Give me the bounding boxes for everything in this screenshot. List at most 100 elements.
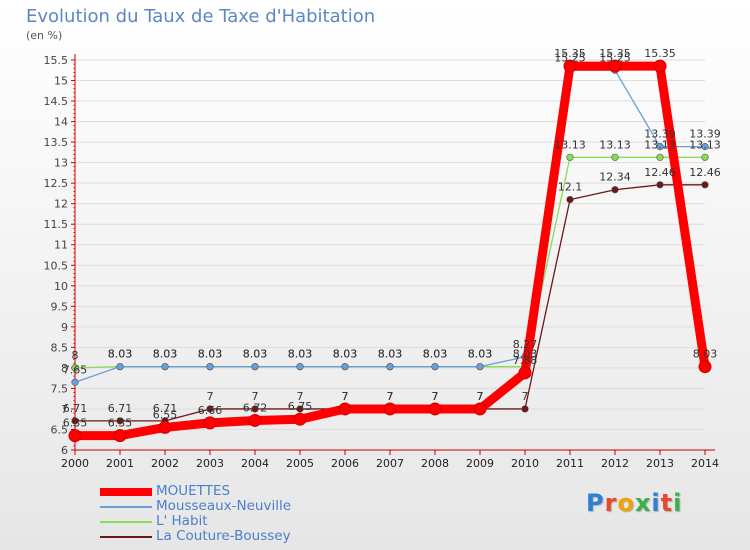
data-label: 12.34 — [599, 171, 631, 184]
x-tick-label: 2012 — [601, 457, 629, 470]
legend-label-mousseaux-neuville: Mousseaux-Neuville — [156, 498, 292, 514]
data-label: 6.71 — [153, 402, 178, 415]
data-label: 7 — [342, 390, 349, 403]
series-point — [71, 364, 79, 372]
data-label: 15.35 — [554, 47, 586, 60]
y-tick-label: 7.5 — [51, 382, 69, 395]
data-label: 8.03 — [378, 348, 403, 361]
data-label: 15.35 — [599, 47, 631, 60]
x-tick-label: 2009 — [466, 457, 494, 470]
logo-letter: r — [604, 489, 618, 517]
data-label: 15.35 — [644, 47, 676, 60]
data-label: 8 — [72, 349, 79, 362]
series-point — [386, 363, 394, 371]
series-point — [656, 181, 664, 189]
x-tick-label: 2011 — [556, 457, 584, 470]
y-tick-label: 15 — [54, 75, 68, 88]
logo-letter: x — [634, 489, 652, 517]
y-tick-label: 6 — [61, 444, 68, 457]
series-line-mousseaux-neuville — [74, 69, 706, 383]
data-label: 6.35 — [108, 417, 133, 430]
series-point — [248, 413, 262, 427]
x-tick-label: 2001 — [106, 457, 134, 470]
series-point — [206, 405, 214, 413]
data-label: 8.03 — [423, 348, 448, 361]
data-label: 13.13 — [554, 138, 586, 151]
legend-swatch-mouettes — [100, 488, 152, 496]
series-point — [476, 363, 484, 371]
y-axis-label: (en %) — [26, 29, 63, 42]
data-label: 8.03 — [198, 348, 223, 361]
data-label: 8.03 — [513, 348, 538, 361]
series-point — [563, 59, 577, 73]
logo-letter: i — [651, 489, 661, 517]
data-label: 12.46 — [644, 166, 676, 179]
x-tick-label: 2003 — [196, 457, 224, 470]
data-label: 6.66 — [198, 404, 223, 417]
series-point — [116, 363, 124, 371]
series-point — [701, 143, 709, 151]
data-label: 8.03 — [378, 348, 403, 361]
x-tick-label: 2005 — [286, 457, 314, 470]
y-tick-label: 7 — [61, 403, 68, 416]
legend-label-mouettes: MOUETTES — [156, 483, 231, 499]
data-label: 6.35 — [63, 417, 88, 430]
series-point — [296, 363, 304, 371]
data-label: 8.03 — [468, 348, 493, 361]
series-point — [341, 363, 349, 371]
y-tick-label: 14 — [54, 116, 68, 129]
series-point — [653, 59, 667, 73]
logo-letter: P — [586, 489, 605, 517]
series-point — [203, 416, 217, 430]
series-point — [293, 412, 307, 426]
series-point — [701, 181, 709, 189]
data-label: 7 — [387, 390, 394, 403]
data-label: 8.03 — [693, 348, 718, 361]
data-label: 13.13 — [644, 138, 676, 151]
series-point — [116, 417, 124, 425]
x-tick-label: 2007 — [376, 457, 404, 470]
series-point — [113, 429, 127, 443]
series-point — [383, 402, 397, 416]
data-label: 7 — [432, 390, 439, 403]
data-label: 15.25 — [599, 51, 631, 64]
data-label: 12.46 — [689, 166, 721, 179]
x-tick-label: 2000 — [61, 457, 89, 470]
data-label: 7.88 — [513, 354, 538, 367]
data-label: 15.25 — [554, 51, 586, 64]
data-label: 7 — [207, 390, 214, 403]
legend-swatch-mousseaux-neuville — [100, 506, 152, 508]
series-point — [206, 363, 214, 371]
proxiti-logo: Proxiti — [586, 489, 682, 517]
y-tick-label: 12.5 — [44, 177, 69, 190]
series-point — [251, 405, 259, 413]
x-tick-label: 2002 — [151, 457, 179, 470]
logo-letter: t — [660, 489, 674, 517]
data-label: 7 — [387, 390, 394, 403]
legend-swatch-l-habit — [100, 521, 152, 523]
data-label: 6.71 — [63, 402, 88, 415]
series-point — [656, 143, 664, 151]
data-label: 8.03 — [153, 348, 178, 361]
y-tick-label: 11.5 — [44, 218, 69, 231]
data-label: 8.03 — [288, 348, 313, 361]
logo-letter: o — [617, 489, 635, 517]
data-label: 8.03 — [198, 348, 223, 361]
legend-label-la-couture-boussey: La Couture-Boussey — [156, 528, 291, 544]
series-line-l-habit — [74, 156, 706, 369]
data-label: 7 — [432, 390, 439, 403]
data-label: 8.03 — [243, 348, 268, 361]
series-point — [251, 363, 259, 371]
data-label: 7 — [522, 390, 529, 403]
series-point — [608, 59, 622, 73]
series-point — [338, 402, 352, 416]
series-point — [68, 429, 82, 443]
series-point — [161, 363, 169, 371]
series-point — [518, 366, 532, 380]
y-tick-label: 9.5 — [51, 300, 69, 313]
series-point — [71, 378, 79, 386]
y-tick-label: 9 — [61, 321, 68, 334]
series-point — [158, 420, 172, 434]
x-tick-label: 2013 — [646, 457, 674, 470]
